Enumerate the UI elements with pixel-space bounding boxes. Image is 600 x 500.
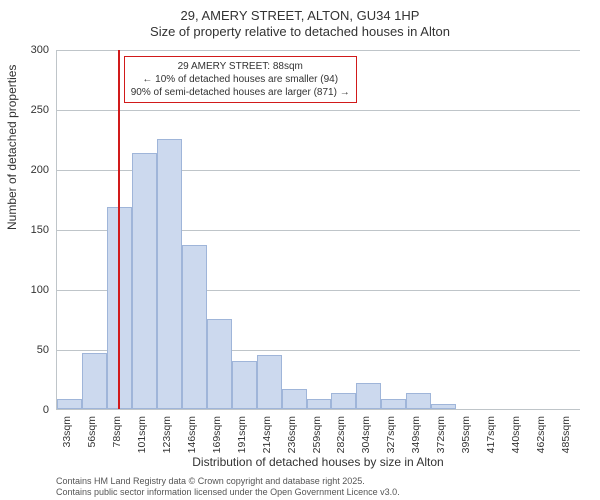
credits-line-1: Contains HM Land Registry data © Crown c… bbox=[56, 476, 400, 487]
y-tick-label: 250 bbox=[9, 104, 49, 116]
histogram-bar bbox=[182, 245, 207, 409]
histogram-bar bbox=[82, 353, 107, 409]
histogram-bar bbox=[331, 393, 356, 409]
histogram-bar bbox=[57, 399, 82, 409]
plot-area: 05010015020025030033sqm56sqm78sqm101sqm1… bbox=[56, 50, 580, 410]
x-tick-label: 327sqm bbox=[385, 416, 397, 453]
histogram-bar bbox=[282, 389, 307, 409]
x-tick-label: 462sqm bbox=[535, 416, 547, 453]
histogram-bar bbox=[257, 355, 282, 409]
x-tick-label: 56sqm bbox=[86, 416, 98, 448]
x-tick-label: 33sqm bbox=[61, 416, 73, 448]
x-tick-label: 191sqm bbox=[236, 416, 248, 453]
histogram-bar bbox=[356, 383, 381, 409]
histogram-bar bbox=[132, 153, 157, 409]
x-tick-label: 372sqm bbox=[435, 416, 447, 453]
y-tick-label: 100 bbox=[9, 284, 49, 296]
x-tick-label: 395sqm bbox=[460, 416, 472, 453]
annotation-line: ← 10% of detached houses are smaller (94… bbox=[131, 73, 350, 86]
y-tick-label: 200 bbox=[9, 164, 49, 176]
x-tick-label: 214sqm bbox=[261, 416, 273, 453]
x-tick-label: 259sqm bbox=[311, 416, 323, 453]
x-tick-label: 485sqm bbox=[560, 416, 572, 453]
credits-line-2: Contains public sector information licen… bbox=[56, 487, 400, 498]
x-tick-label: 123sqm bbox=[161, 416, 173, 453]
x-tick-label: 440sqm bbox=[510, 416, 522, 453]
x-tick-label: 417sqm bbox=[485, 416, 497, 453]
histogram-bar bbox=[381, 399, 406, 409]
x-axis-title: Distribution of detached houses by size … bbox=[56, 455, 580, 469]
x-tick-label: 236sqm bbox=[286, 416, 298, 453]
histogram-bar bbox=[406, 393, 431, 409]
annotation-box: 29 AMERY STREET: 88sqm← 10% of detached … bbox=[124, 56, 357, 103]
gridline bbox=[57, 110, 580, 111]
chart-title-sub: Size of property relative to detached ho… bbox=[0, 24, 600, 39]
histogram-bar bbox=[207, 319, 232, 409]
x-tick-label: 349sqm bbox=[410, 416, 422, 453]
annotation-line: 29 AMERY STREET: 88sqm bbox=[131, 60, 350, 73]
reference-line bbox=[118, 50, 120, 409]
gridline bbox=[57, 50, 580, 51]
x-tick-label: 101sqm bbox=[136, 416, 148, 453]
y-tick-label: 50 bbox=[9, 344, 49, 356]
chart-title-main: 29, AMERY STREET, ALTON, GU34 1HP bbox=[0, 8, 600, 23]
x-tick-label: 146sqm bbox=[186, 416, 198, 453]
x-tick-label: 282sqm bbox=[335, 416, 347, 453]
histogram-bar bbox=[157, 139, 182, 409]
histogram-bar bbox=[307, 399, 332, 409]
annotation-line: 90% of semi-detached houses are larger (… bbox=[131, 86, 350, 99]
y-tick-label: 0 bbox=[9, 404, 49, 416]
x-tick-label: 169sqm bbox=[211, 416, 223, 453]
histogram-bar bbox=[232, 361, 257, 409]
y-axis-title: Number of detached properties bbox=[5, 65, 19, 230]
chart-container: 29, AMERY STREET, ALTON, GU34 1HP Size o… bbox=[0, 0, 600, 500]
x-tick-label: 78sqm bbox=[111, 416, 123, 448]
histogram-bar bbox=[431, 404, 456, 409]
y-tick-label: 300 bbox=[9, 44, 49, 56]
y-tick-label: 150 bbox=[9, 224, 49, 236]
x-tick-label: 304sqm bbox=[360, 416, 372, 453]
credits: Contains HM Land Registry data © Crown c… bbox=[56, 476, 400, 499]
